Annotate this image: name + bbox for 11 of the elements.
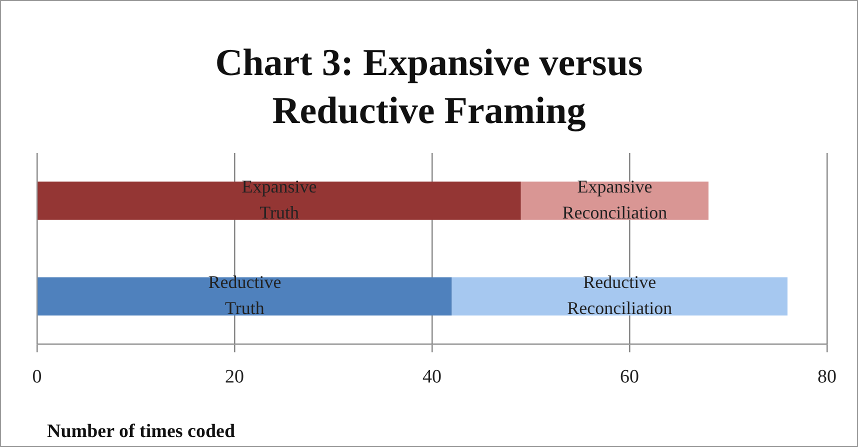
- x-tick-label: 0: [32, 366, 42, 388]
- x-tick-label: 40: [422, 366, 442, 388]
- series-label: Reductive Truth: [208, 272, 282, 318]
- x-axis-title: Number of times coded: [47, 421, 236, 443]
- series-label: Reductive Reconciliation: [567, 272, 672, 318]
- x-tick-label: 60: [620, 366, 639, 388]
- x-tick-label: 80: [818, 366, 836, 388]
- chart-title: Chart 3: Expansive versus Reductive Framing: [214, 41, 644, 134]
- x-tick-label: 20: [225, 366, 244, 388]
- series-label: Expansive Reconciliation: [562, 176, 668, 223]
- series-label: Expansive Truth: [242, 176, 317, 223]
